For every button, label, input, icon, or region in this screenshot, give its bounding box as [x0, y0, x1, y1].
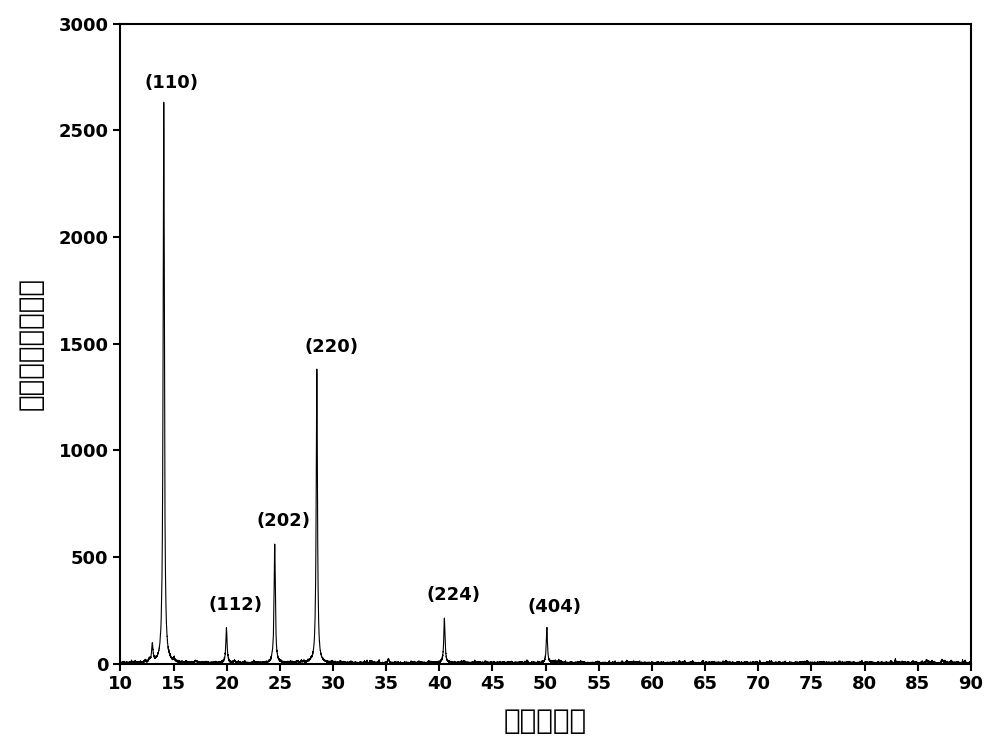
X-axis label: 角度（度）: 角度（度）	[504, 708, 587, 735]
Text: (110): (110)	[145, 74, 199, 92]
Text: (404): (404)	[528, 598, 582, 616]
Text: (202): (202)	[256, 512, 310, 530]
Text: (220): (220)	[304, 338, 358, 356]
Text: (224): (224)	[427, 586, 481, 604]
Text: (112): (112)	[209, 596, 263, 614]
Y-axis label: 强度（任意单位）: 强度（任意单位）	[17, 277, 45, 410]
